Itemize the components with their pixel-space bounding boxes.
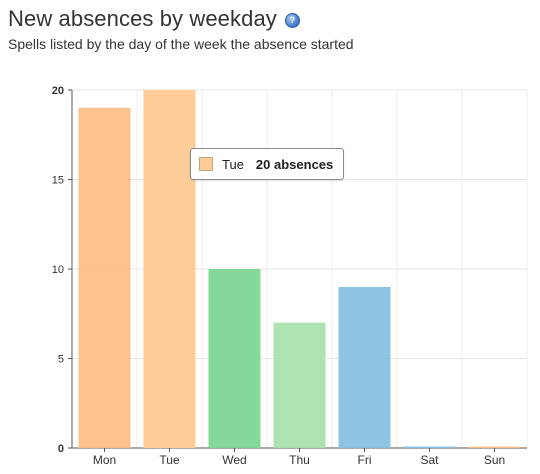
tooltip-swatch [199, 157, 213, 171]
x-tick-label: Sat [420, 453, 439, 467]
tooltip-value: 20 absences [255, 156, 334, 172]
y-tick-label: 0 [58, 443, 64, 455]
bar-thu [273, 322, 326, 448]
help-icon[interactable]: ? [284, 13, 300, 28]
y-tick-label: 5 [58, 354, 64, 366]
y-tick-label: 10 [52, 264, 64, 276]
y-tick-label: 15 [52, 175, 64, 187]
x-tick-label: Mon [93, 453, 116, 467]
bar-wed [208, 269, 261, 448]
bar-tue [143, 90, 196, 448]
chart-title: New absences by weekday [8, 6, 277, 31]
x-tick-label: Wed [222, 453, 246, 467]
x-tick-label: Fri [358, 453, 372, 467]
chart-header: New absences by weekday ? Spells listed … [8, 6, 354, 52]
bar-fri [338, 286, 391, 448]
bar-sun [468, 446, 521, 448]
y-tick-label: 20 [52, 85, 64, 97]
bar-mon [78, 107, 131, 449]
title-row: New absences by weekday ? [8, 6, 354, 32]
x-tick-label: Thu [289, 453, 310, 467]
tooltip-category: Tue [222, 156, 244, 172]
chart-tooltip: Tue 20 absences [190, 148, 344, 180]
x-tick-label: Sun [484, 453, 505, 467]
x-tick-label: Tue [159, 453, 180, 467]
bar-sat [403, 446, 456, 448]
chart-subtitle: Spells listed by the day of the week the… [8, 36, 354, 52]
